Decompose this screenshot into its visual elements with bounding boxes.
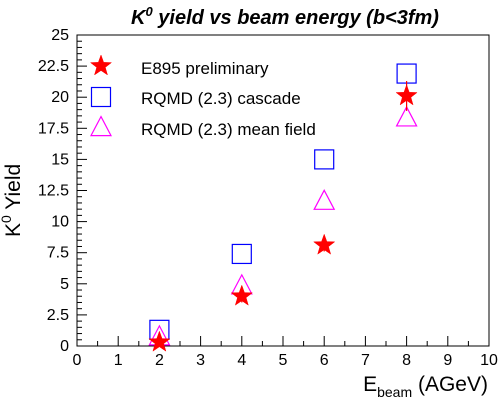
x-tick-label: 8 xyxy=(402,352,411,369)
x-axis-title-sub: beam xyxy=(377,384,412,400)
x-tick-label: 3 xyxy=(196,352,205,369)
x-axis: 0 1 2 3 4 5 6 7 8 9 10 xyxy=(73,336,498,369)
y-tick-label: 22.5 xyxy=(38,58,69,75)
legend-marker-shape xyxy=(90,86,112,108)
y-tick-label: 0 xyxy=(60,338,69,355)
legend-item-rqmd-mean-field: RQMD (2.3) mean field xyxy=(90,115,316,139)
chart-title: K0 yield vs beam energy (b<3fm) xyxy=(131,4,439,29)
plot-frame xyxy=(76,34,490,347)
rqmd-mean-field-triangle-point xyxy=(313,189,336,210)
x-tick-label: 10 xyxy=(480,352,498,369)
x-tick-label: 9 xyxy=(443,352,452,369)
x-tick-label: 6 xyxy=(320,352,329,369)
e895-star-point xyxy=(395,84,418,106)
e895-star-point xyxy=(313,233,336,255)
y-tick-label: 2.5 xyxy=(47,307,69,324)
y-axis-title-sup: 0 xyxy=(0,215,14,223)
x-tick-label: 1 xyxy=(114,352,123,369)
y-axis-title-rest: Yield xyxy=(2,164,25,215)
y-tick-label: 20 xyxy=(51,89,69,106)
legend: E895 preliminary RQMD (2.3) cascade RQMD… xyxy=(89,54,316,139)
x-tick-label: 4 xyxy=(237,352,246,369)
x-tick-label: 2 xyxy=(155,352,164,369)
y-axis-title-main: K xyxy=(2,223,25,237)
e895-star-point xyxy=(230,284,253,306)
chart-title-k: K xyxy=(131,7,147,29)
y-tick-label: 5 xyxy=(60,276,69,293)
x-axis-title: Ebeam (AGeV) xyxy=(363,373,488,400)
rqmd-cascade-square-point xyxy=(231,243,252,265)
e895-star-point xyxy=(148,330,171,352)
legend-triangle-marker xyxy=(90,115,112,137)
x-tick-label: 7 xyxy=(361,352,370,369)
data-layer xyxy=(148,63,418,352)
rqmd-mean-field-triangle-point xyxy=(395,105,418,127)
y-tick-label: 25 xyxy=(51,27,69,44)
chart-title-rest: yield vs beam energy (b<3fm) xyxy=(153,7,440,29)
y-axis: 0 2.5 5 7.5 10 12.5 15 17.5 20 22.5 25 xyxy=(38,27,87,355)
legend-item-rqmd-cascade: RQMD (2.3) cascade xyxy=(90,86,301,108)
chart-title-sup: 0 xyxy=(145,4,153,19)
y-tick-label: 17.5 xyxy=(38,120,69,137)
legend-item-e895: E895 preliminary xyxy=(89,54,269,78)
legend-label-rqmd-cascade: RQMD (2.3) cascade xyxy=(141,89,301,108)
legend-marker-shape xyxy=(89,54,113,76)
legend-label-rqmd-mean-field: RQMD (2.3) mean field xyxy=(141,120,316,139)
x-axis-title-main: E xyxy=(363,373,377,396)
legend-square-marker xyxy=(90,86,112,108)
y-tick-label: 12.5 xyxy=(38,183,69,200)
x-axis-title-rest: (AGeV) xyxy=(412,373,488,396)
x-tick-label: 5 xyxy=(279,352,288,369)
legend-label-e895: E895 preliminary xyxy=(141,59,269,78)
rqmd-cascade-square-point xyxy=(314,149,335,170)
y-tick-label: 10 xyxy=(51,214,69,231)
x-tick-label: 0 xyxy=(73,352,82,369)
legend-marker-shape xyxy=(90,115,112,137)
y-tick-label: 7.5 xyxy=(47,245,69,262)
rqmd-cascade-square-point xyxy=(396,63,417,84)
y-tick-label: 15 xyxy=(51,151,69,168)
y-axis-title: K0 Yield xyxy=(0,164,25,237)
legend-star-marker xyxy=(89,54,113,76)
